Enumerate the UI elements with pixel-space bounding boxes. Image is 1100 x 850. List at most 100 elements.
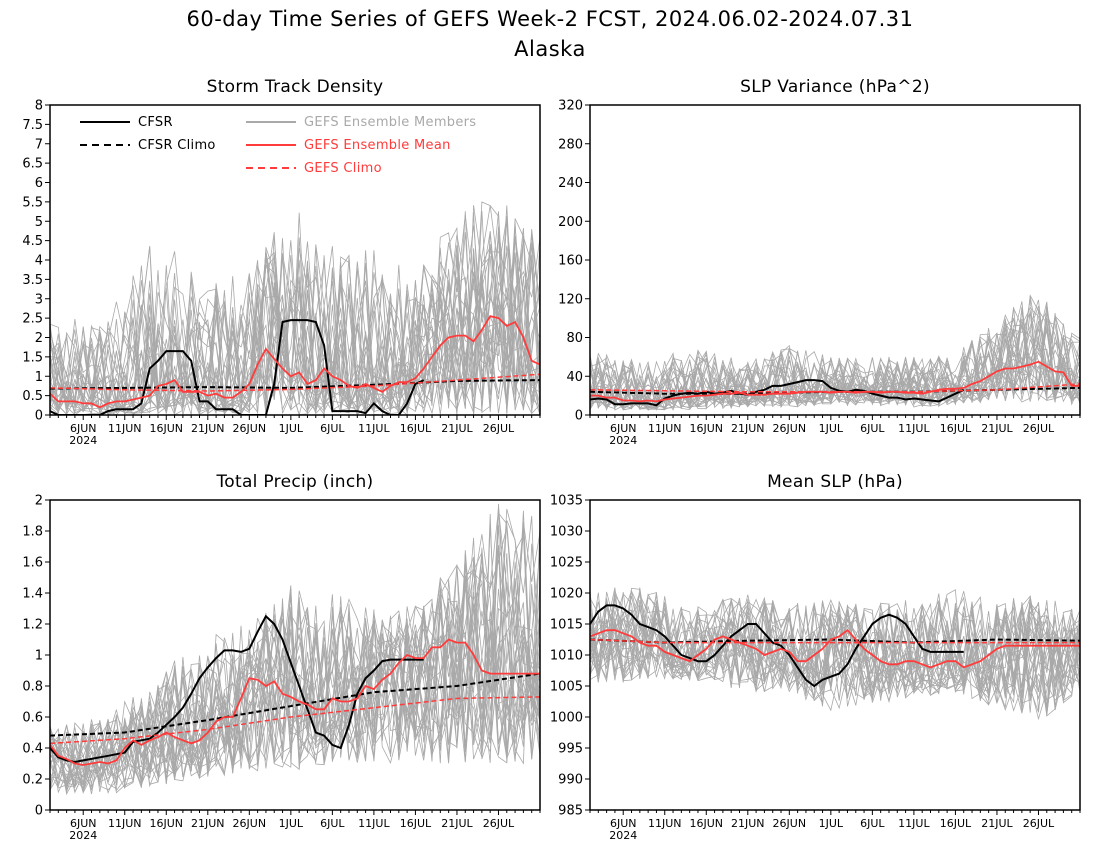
- plot-area-mean-slp: [590, 587, 1080, 721]
- x-tick-label: 21JUL: [981, 422, 1013, 435]
- x-tick-label: 16JUN: [150, 422, 184, 435]
- y-tick-label: 200: [558, 215, 583, 230]
- x-tick-label: 6JUN: [70, 422, 97, 435]
- legend-label-cfsr-climo: CFSR Climo: [138, 138, 216, 153]
- plot-area-storm-track-density: [50, 201, 540, 415]
- x-tick-label: 11JUN: [108, 422, 142, 435]
- x-tick-label: 16JUL: [400, 817, 432, 830]
- ensemble-member-line: [50, 520, 540, 789]
- y-tick-label: 0: [575, 409, 583, 424]
- y-tick-label: 6: [35, 176, 43, 191]
- x-tick-label: 21JUN: [731, 422, 765, 435]
- x-tick-year-label: 2024: [609, 434, 637, 447]
- x-tick-label: 26JUL: [1023, 422, 1055, 435]
- x-tick-label: 16JUN: [150, 817, 184, 830]
- y-tick-label: 0: [35, 409, 43, 424]
- y-tick-label: 80: [566, 331, 583, 346]
- y-tick-label: 1.2: [22, 618, 43, 633]
- series-gefs-ensemble-mean: [50, 315, 540, 409]
- panels: Storm Track Density 0 0.5 1 1.5 2 2.5 3 3.5 4 4.5 5…: [22, 77, 1081, 842]
- y-tick-label: 4: [35, 254, 43, 269]
- x-tick-label: 11JUL: [898, 422, 930, 435]
- x-tick-label: 11JUL: [358, 422, 390, 435]
- ensemble-member-line: [50, 220, 540, 415]
- y-tick-label: 8: [35, 99, 43, 114]
- x-tick-label: 26JUN: [773, 817, 807, 830]
- ensemble-member-line: [590, 311, 1080, 409]
- legend-label-members: GEFS Ensemble Members: [304, 115, 476, 130]
- x-tick-label: 6JUL: [860, 817, 885, 830]
- y-tick-label: 0.5: [22, 389, 43, 404]
- ensemble-member-line: [50, 211, 540, 415]
- panel-slp-variance: SLP Variance (hPa^2) 0 40 80 120 160 200 240 280…: [558, 77, 1081, 447]
- x-tick-label: 16JUL: [940, 817, 972, 830]
- y-tick-label: 280: [558, 137, 583, 152]
- y-tick-label: 0.8: [22, 680, 43, 695]
- y-tick-label: 5.5: [22, 195, 43, 210]
- x-tick-label: 21JUN: [191, 422, 225, 435]
- ensemble-member-line: [50, 214, 540, 415]
- x-tick-label: 21JUN: [731, 817, 765, 830]
- y-tick-label: 1025: [550, 556, 583, 571]
- x-tick-year-label: 2024: [69, 829, 97, 842]
- y-tick-label: 990: [558, 773, 583, 788]
- y-tick-label: 2.5: [22, 312, 43, 327]
- panel-storm-track-density: Storm Track Density 0 0.5 1 1.5 2 2.5 3 3.5 4 4.5 5…: [22, 77, 541, 447]
- x-tick-label: 1JUL: [279, 422, 304, 435]
- x-tick-label: 11JUN: [648, 422, 682, 435]
- x-tick-year-label: 2024: [609, 829, 637, 842]
- series-cfsr-climo: [50, 379, 540, 390]
- x-tick-label: 26JUL: [483, 422, 515, 435]
- y-tick-label: 1: [35, 649, 43, 664]
- y-tick-label: 2: [35, 331, 43, 346]
- x-tick-label: 26JUN: [773, 422, 807, 435]
- y-tick-label: 3.5: [22, 273, 43, 288]
- y-tick-label: 7: [35, 137, 43, 152]
- series-gefs-climo: [50, 696, 540, 745]
- x-tick-label: 11JUL: [898, 817, 930, 830]
- x-tick-label: 16JUN: [690, 422, 724, 435]
- y-tick-label: 1020: [550, 587, 583, 602]
- ensemble-member-line: [590, 590, 1080, 706]
- x-tick-label: 6JUL: [860, 422, 885, 435]
- y-tick-label: 1.8: [22, 525, 43, 540]
- legend-label-gefs-climo: GEFS Climo: [304, 161, 382, 176]
- series-gefs-climo: [590, 638, 1080, 644]
- y-tick-label: 3: [35, 292, 43, 307]
- ensemble-member-line: [590, 311, 1080, 410]
- ensemble-member-line: [50, 212, 540, 415]
- x-tick-label: 21JUN: [191, 817, 225, 830]
- x-tick-label: 26JUL: [1023, 817, 1055, 830]
- x-tick-label: 11JUN: [648, 817, 682, 830]
- series-gefs-ensemble-mean: [590, 360, 1080, 403]
- y-tick-label: 240: [558, 176, 583, 191]
- legend-label-ens-mean: GEFS Ensemble Mean: [304, 138, 451, 153]
- x-tick-label: 6JUN: [610, 422, 637, 435]
- y-tick-label: 0: [35, 804, 43, 819]
- ensemble-member-line: [590, 318, 1080, 410]
- ensemble-member-line: [50, 554, 540, 788]
- plot-area-total-precip: [50, 503, 540, 796]
- y-tick-label: 5: [35, 215, 43, 230]
- ensemble-member-line: [50, 224, 540, 413]
- figure-title: 60-day Time Series of GEFS Week-2 FCST, …: [186, 7, 913, 31]
- panel-title-total-precip: Total Precip (inch): [216, 472, 374, 492]
- y-tick-label: 6.5: [22, 157, 43, 172]
- x-tick-label: 6JUL: [320, 817, 345, 830]
- x-tick-label: 21JUL: [441, 817, 473, 830]
- x-tick-label: 1JUL: [819, 422, 844, 435]
- x-tick-label: 21JUL: [441, 422, 473, 435]
- panel-title-mean-slp: Mean SLP (hPa): [767, 472, 903, 492]
- y-tick-label: 120: [558, 292, 583, 307]
- figure-subtitle: Alaska: [514, 37, 586, 61]
- y-tick-label: 1000: [550, 711, 583, 726]
- legend: CFSR CFSR Climo GEFS Ensemble Members GE…: [80, 115, 476, 176]
- series-cfsr: [50, 614, 424, 764]
- ensemble-member-line: [50, 211, 540, 415]
- y-tick-label: 1035: [550, 494, 583, 509]
- ensemble-member-line: [590, 597, 1080, 700]
- ensemble-member-line: [590, 593, 1080, 712]
- panel-title-storm-track-density: Storm Track Density: [207, 77, 384, 97]
- x-tick-label: 16JUL: [400, 422, 432, 435]
